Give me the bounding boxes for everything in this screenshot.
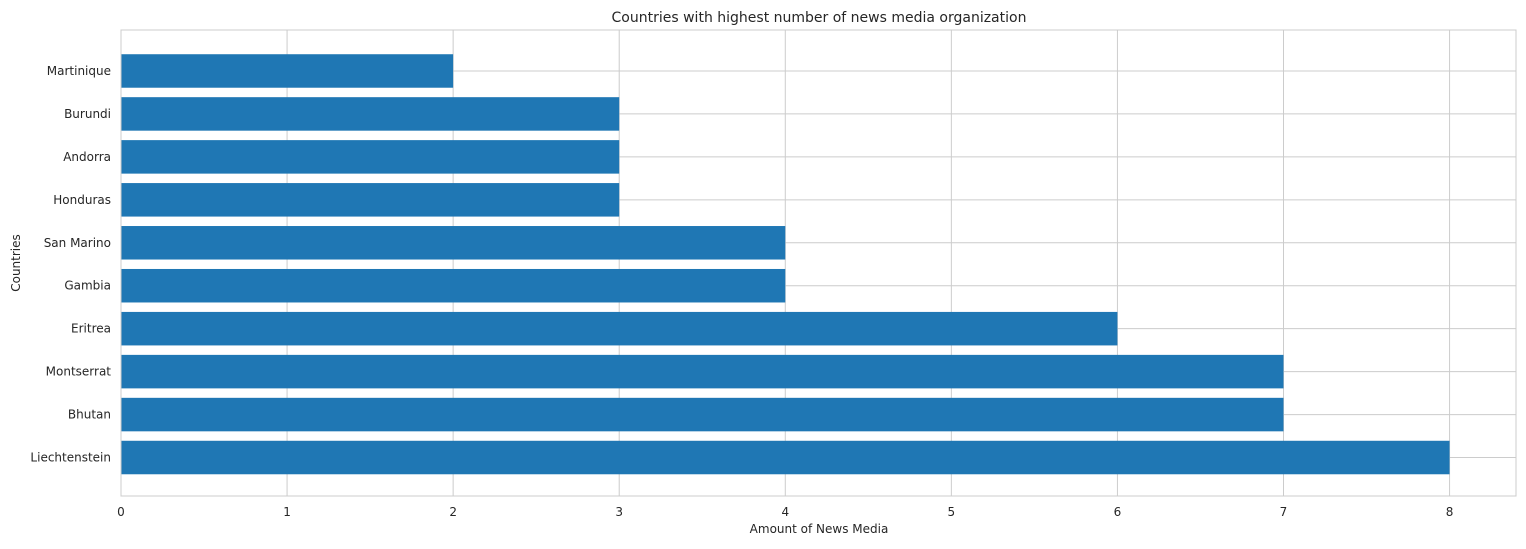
x-axis-ticks: 0 1 2 3 4 5 6 7 8: [117, 505, 1453, 519]
x-tick-label: 7: [1280, 505, 1288, 519]
bar: [121, 397, 1284, 432]
bar: [121, 183, 620, 217]
y-tick-label: Gambia: [64, 279, 111, 293]
y-tick-label: Andorra: [63, 150, 111, 164]
x-tick-label: 8: [1446, 505, 1454, 519]
x-tick-label: 5: [948, 505, 956, 519]
x-tick-label: 2: [449, 505, 457, 519]
bars-layer: [121, 54, 1450, 475]
bar: [121, 311, 1118, 346]
bar: [121, 54, 454, 88]
y-tick-label: Eritrea: [71, 322, 111, 336]
y-tick-label: Martinique: [47, 64, 111, 78]
x-axis-title: Amount of News Media: [750, 522, 889, 536]
x-tick-label: 6: [1114, 505, 1122, 519]
plot-frame: [120, 29, 1517, 497]
y-tick-label: Bhutan: [68, 408, 111, 422]
bar: [121, 440, 1450, 475]
y-axis-ticks: Liechtenstein Bhutan Montserrat Eritrea Gamb…: [30, 64, 111, 465]
x-tick-label: 0: [117, 505, 125, 519]
y-tick-label: Honduras: [53, 193, 111, 207]
y-tick-label: Burundi: [64, 107, 111, 121]
bar: [121, 140, 620, 174]
bar: [121, 354, 1284, 389]
x-tick-label: 4: [781, 505, 789, 519]
y-tick-label: Liechtenstein: [30, 451, 111, 465]
y-axis-title: Countries: [9, 234, 23, 292]
bar: [121, 268, 786, 303]
chart-title: Countries with highest number of news me…: [612, 10, 1027, 26]
y-tick-label: Montserrat: [46, 365, 112, 379]
x-tick-label: 3: [615, 505, 623, 519]
x-tick-label: 1: [283, 505, 291, 519]
bar: [121, 226, 786, 260]
bar: [121, 97, 620, 131]
y-tick-label: San Marino: [44, 236, 111, 250]
